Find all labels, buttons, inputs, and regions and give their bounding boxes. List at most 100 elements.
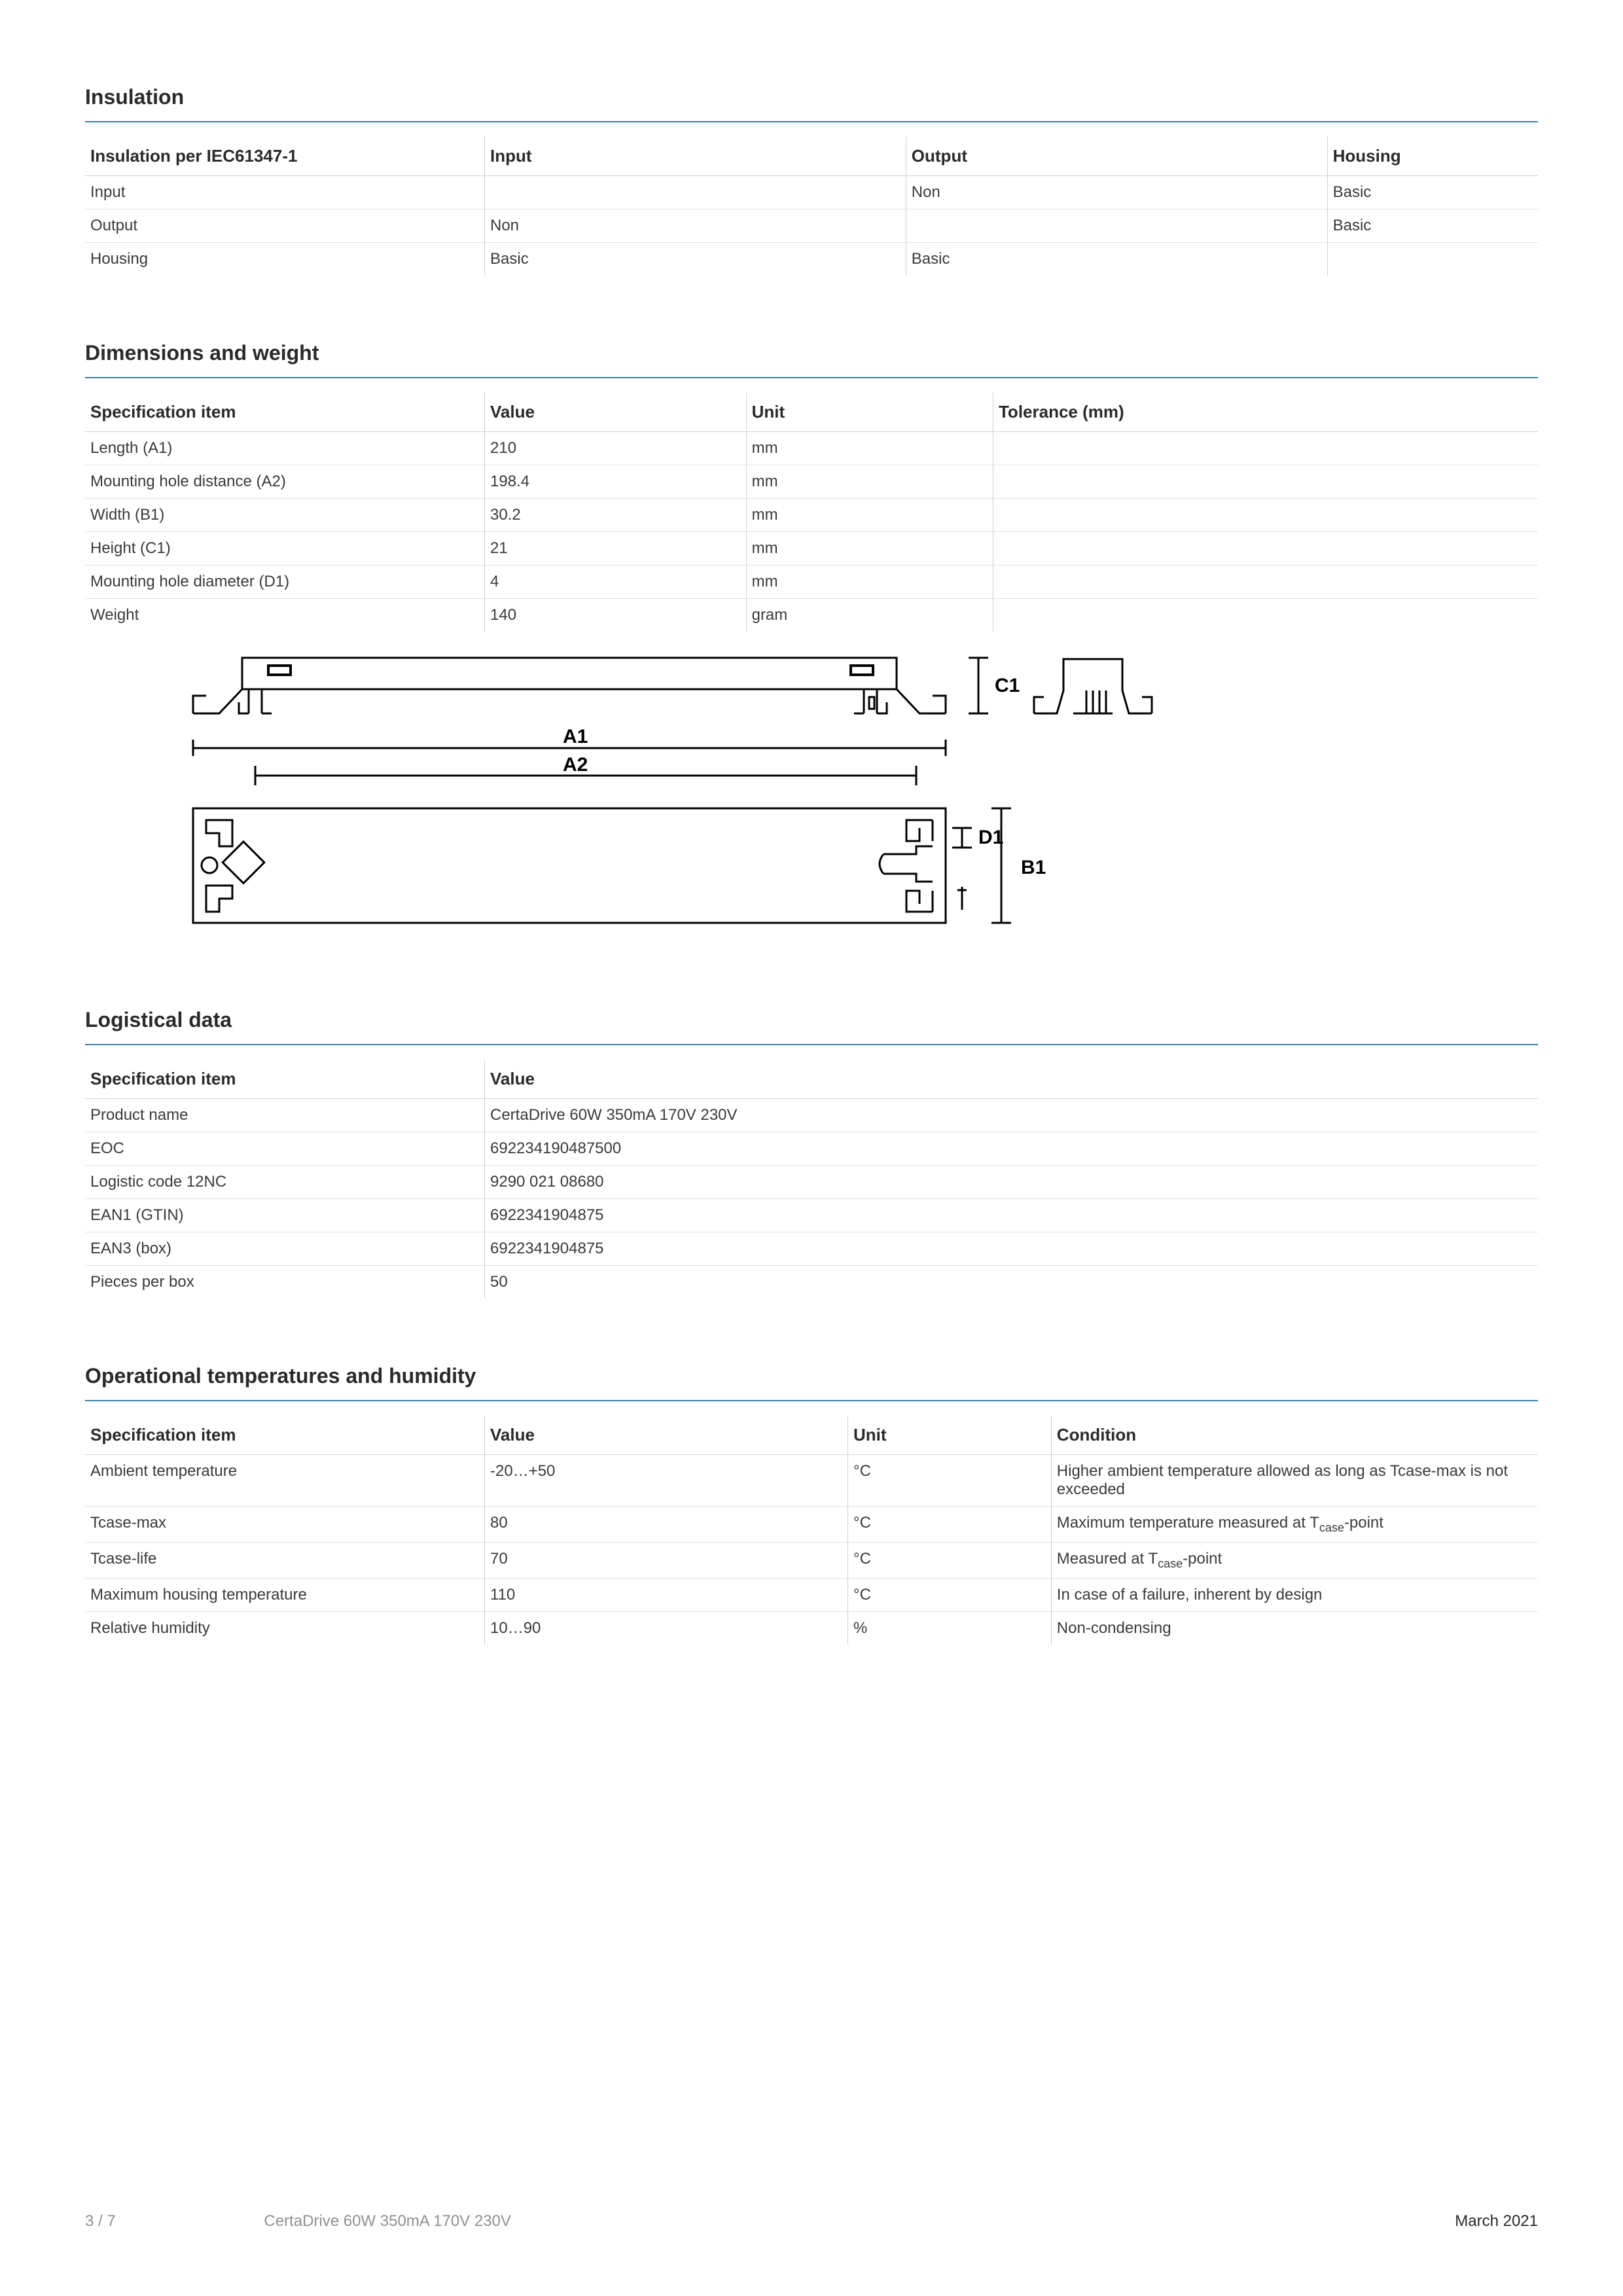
table-cell [993,432,1538,465]
th: Value [485,1416,848,1455]
table-cell: % [848,1611,1052,1645]
insulation-section: Insulation Insulation per IEC61347-1 Inp… [85,85,1538,276]
dimensions-diagram: A1 A2 C1 D1 B1 [144,651,1165,942]
table-cell: Mounting hole diameter (D1) [85,565,485,599]
table-cell: 198.4 [485,465,747,499]
table-cell [993,499,1538,532]
table-cell: 70 [485,1542,848,1578]
dimensions-section: Dimensions and weight Specification item… [85,341,1538,942]
table-cell: Higher ambient temperature allowed as lo… [1051,1455,1538,1507]
table-cell: 21 [485,532,747,565]
table-cell [993,532,1538,565]
table-cell: Measured at Tcase-point [1051,1542,1538,1578]
table-cell: Length (A1) [85,432,485,465]
table-cell: 6922341904875 [485,1199,1539,1232]
table-cell [993,565,1538,599]
table-cell: Output [85,209,485,243]
operational-title: Operational temperatures and humidity [85,1364,1538,1401]
insulation-table: Insulation per IEC61347-1 Input Output H… [85,137,1538,276]
th: Condition [1051,1416,1538,1455]
table-row: Logistic code 12NC9290 021 08680 [85,1166,1538,1199]
table-row: Maximum housing temperature110°CIn case … [85,1578,1538,1611]
label-c1: C1 [995,675,1020,696]
table-cell: 692234190487500 [485,1132,1539,1166]
table-cell: 80 [485,1507,848,1543]
table-cell: Basic [1327,176,1538,209]
th: Unit [746,393,993,432]
table-cell: 50 [485,1266,1539,1299]
th: Insulation per IEC61347-1 [85,137,485,176]
table-cell: 140 [485,599,747,632]
table-cell: Basic [485,243,906,276]
table-row: Width (B1)30.2mm [85,499,1538,532]
dimensions-title: Dimensions and weight [85,341,1538,378]
table-cell: mm [746,532,993,565]
logistical-table: Specification item Value Product nameCer… [85,1060,1538,1299]
th: Housing [1327,137,1538,176]
table-row: Tcase-max80°CMaximum temperature measure… [85,1507,1538,1543]
operational-tbody: Ambient temperature-20…+50°CHigher ambie… [85,1455,1538,1645]
table-cell: mm [746,465,993,499]
table-cell [1327,243,1538,276]
table-cell: Product name [85,1099,485,1132]
table-row: Ambient temperature-20…+50°CHigher ambie… [85,1455,1538,1507]
table-cell: Basic [1327,209,1538,243]
table-row: Pieces per box50 [85,1266,1538,1299]
table-cell: Pieces per box [85,1266,485,1299]
table-cell: Non [906,176,1327,209]
th: Specification item [85,1060,485,1099]
table-cell: 6922341904875 [485,1232,1539,1266]
table-cell: Housing [85,243,485,276]
table-cell: Non [485,209,906,243]
th: Output [906,137,1327,176]
th: Tolerance (mm) [993,393,1538,432]
label-b1: B1 [1021,857,1046,878]
operational-section: Operational temperatures and humidity Sp… [85,1364,1538,1645]
table-cell: mm [746,499,993,532]
table-cell: 30.2 [485,499,747,532]
table-cell: Maximum temperature measured at Tcase-po… [1051,1507,1538,1543]
table-cell: Tcase-life [85,1542,485,1578]
table-cell: CertaDrive 60W 350mA 170V 230V [485,1099,1539,1132]
insulation-tbody: InputNonBasicOutputNonBasicHousingBasicB… [85,176,1538,276]
table-row: Height (C1)21mm [85,532,1538,565]
table-cell: Non-condensing [1051,1611,1538,1645]
th: Input [485,137,906,176]
label-d1: D1 [978,827,1003,848]
label-a1: A1 [563,726,588,747]
table-cell: °C [848,1542,1052,1578]
table-cell: °C [848,1507,1052,1543]
table-cell [906,209,1327,243]
logistical-title: Logistical data [85,1008,1538,1045]
dimensions-table: Specification item Value Unit Tolerance … [85,393,1538,632]
table-row: Mounting hole distance (A2)198.4mm [85,465,1538,499]
table-row: EAN3 (box)6922341904875 [85,1232,1538,1266]
table-row: Relative humidity10…90%Non-condensing [85,1611,1538,1645]
table-cell: Relative humidity [85,1611,485,1645]
table-cell: °C [848,1578,1052,1611]
table-cell: Weight [85,599,485,632]
table-cell: Basic [906,243,1327,276]
table-cell: Mounting hole distance (A2) [85,465,485,499]
table-cell: gram [746,599,993,632]
table-cell: Ambient temperature [85,1455,485,1507]
table-row: Input NonBasic [85,176,1538,209]
th: Value [485,1060,1539,1099]
table-cell: Input [85,176,485,209]
table-cell [485,176,906,209]
table-cell [993,599,1538,632]
operational-table: Specification item Value Unit Condition … [85,1416,1538,1645]
table-cell: Maximum housing temperature [85,1578,485,1611]
footer-date: March 2021 [1455,2212,1538,2231]
table-cell [993,465,1538,499]
table-cell: 110 [485,1578,848,1611]
table-row: Tcase-life70°CMeasured at Tcase-point [85,1542,1538,1578]
table-row: HousingBasicBasic [85,243,1538,276]
page-footer: 3 / 7 CertaDrive 60W 350mA 170V 230V Mar… [85,2212,1538,2231]
table-cell: °C [848,1455,1052,1507]
table-cell: Tcase-max [85,1507,485,1543]
table-row: EAN1 (GTIN)6922341904875 [85,1199,1538,1232]
table-cell: 9290 021 08680 [485,1166,1539,1199]
footer-product: CertaDrive 60W 350mA 170V 230V [264,2212,511,2230]
table-cell: EAN3 (box) [85,1232,485,1266]
